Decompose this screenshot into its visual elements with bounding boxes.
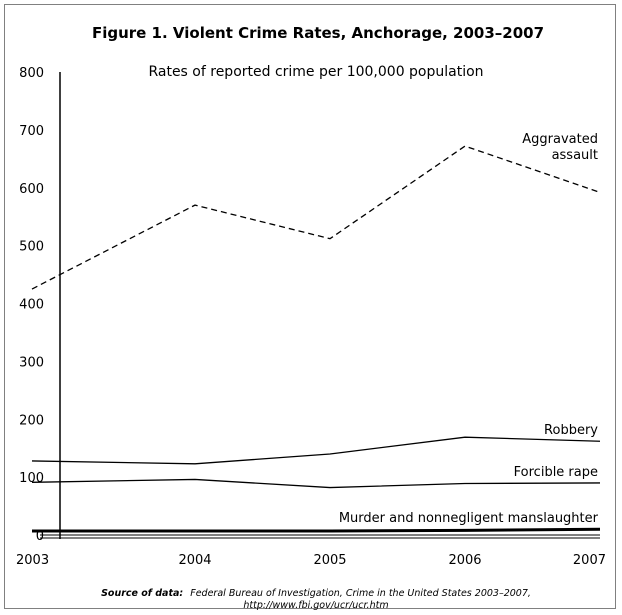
- series-label: Aggravated assault: [522, 132, 598, 163]
- y-tick-label: 100: [19, 471, 44, 486]
- series-line: [31, 436, 601, 465]
- y-tick-label: 800: [19, 66, 44, 81]
- chart-title: Figure 1. Violent Crime Rates, Anchorage…: [92, 24, 544, 42]
- chart-axes: 0 100 200 300 400 500 600 700 800 2003 2004 2005 200…: [16, 66, 606, 568]
- series-line: [31, 478, 601, 489]
- y-tick-label: 300: [19, 355, 44, 370]
- series-labels: Aggravated assault Robbery Forcible rape Mur…: [339, 132, 599, 526]
- source-label: Source of data:: [101, 588, 183, 599]
- y-tick-label: 500: [19, 240, 44, 255]
- series-line: [31, 145, 601, 290]
- x-tick-label: 2006: [448, 553, 481, 568]
- source-text: Federal Bureau of Investigation, Crime i…: [190, 588, 531, 599]
- series-label: Forcible rape: [514, 465, 598, 480]
- x-tick-label: 2003: [16, 553, 49, 568]
- source-line-1: Source of data: Federal Bureau of Invest…: [101, 588, 531, 599]
- x-tick-label: 2007: [573, 553, 606, 568]
- x-tick-label: 2005: [313, 553, 346, 568]
- series-layer: [31, 145, 601, 533]
- y-tick-label: 0: [36, 529, 44, 544]
- series-line: [32, 527, 601, 533]
- y-tick-label: 200: [19, 413, 44, 428]
- chart-frame: [4, 4, 616, 609]
- y-tick-label: 600: [19, 182, 44, 197]
- y-tick-label: 700: [19, 124, 44, 139]
- source-url: http://www.fbi.gov/ucr/ucr.htm: [243, 600, 388, 611]
- chart-subtitle: Rates of reported crime per 100,000 popu…: [148, 64, 483, 80]
- series-label: Murder and nonnegligent manslaughter: [339, 511, 599, 526]
- x-tick-label: 2004: [178, 553, 211, 568]
- series-label: Robbery: [544, 423, 598, 438]
- y-tick-label: 400: [19, 298, 44, 313]
